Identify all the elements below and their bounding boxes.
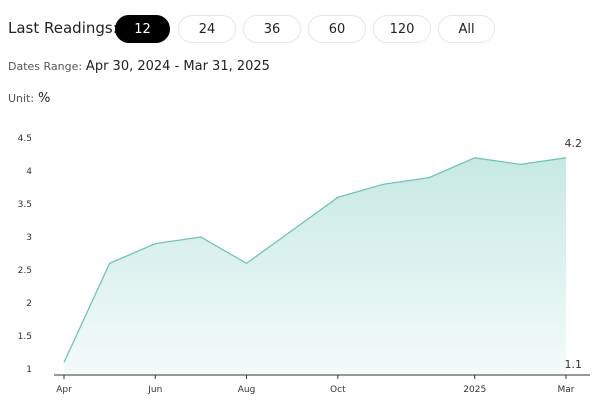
min-value-label: 1.1 — [565, 358, 583, 371]
y-tick-label: 3.5 — [18, 200, 32, 210]
x-tick-label: Apr — [56, 385, 72, 395]
x-tick-label: 2025 — [463, 385, 486, 395]
last-readings-label: Last Readings: — [8, 19, 118, 37]
readings-toolbar: Last Readings: 12 24 36 60 120 All — [0, 13, 596, 45]
y-tick-label: 4 — [26, 167, 32, 177]
x-tick-label: Oct — [330, 385, 346, 395]
y-tick-label: 1 — [26, 365, 32, 375]
unit-label: Unit: — [8, 92, 35, 105]
readings-120-button[interactable]: 120 — [373, 15, 431, 43]
dates-range-label: Dates Range: — [8, 60, 83, 73]
readings-60-button[interactable]: 60 — [308, 15, 366, 43]
unit-value: % — [37, 91, 51, 106]
readings-12-button[interactable]: 12 — [115, 15, 170, 43]
readings-36-button[interactable]: 36 — [243, 15, 301, 43]
y-tick-label: 2.5 — [18, 266, 32, 276]
y-tick-label: 3 — [26, 233, 32, 243]
y-tick-label: 2 — [26, 299, 32, 309]
readings-24-button[interactable]: 24 — [178, 15, 236, 43]
x-tick-label: Mar — [558, 385, 575, 395]
max-value-label: 4.2 — [565, 137, 583, 150]
y-tick-label: 1.5 — [18, 332, 32, 342]
x-tick-label: Aug — [238, 385, 256, 395]
area-fill — [64, 157, 566, 375]
series-line — [63, 157, 567, 363]
dates-range-value: Apr 30, 2024 - Mar 31, 2025 — [85, 59, 270, 74]
x-tick-label: Jun — [147, 385, 162, 395]
readings-all-button[interactable]: All — [438, 15, 495, 43]
y-tick-label: 4.5 — [18, 134, 32, 144]
dates-range: Dates Range: Apr 30, 2024 - Mar 31, 2025 — [8, 59, 270, 74]
unit: Unit: % — [8, 91, 50, 106]
